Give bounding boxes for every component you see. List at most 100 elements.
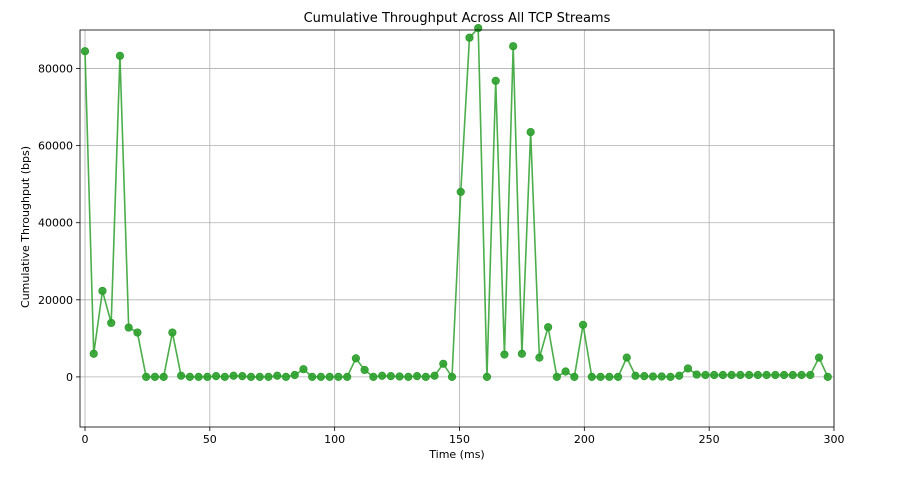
data-point: [509, 42, 518, 51]
data-point: [517, 349, 527, 358]
data-point: [98, 286, 107, 296]
data-point: [203, 372, 212, 381]
data-point: [683, 364, 693, 373]
y-tick-label: 40000: [38, 217, 73, 230]
data-point: [806, 370, 815, 380]
data-point: [814, 353, 824, 362]
data-point: [465, 33, 474, 42]
data-point: [570, 372, 579, 381]
y-tick-label: 20000: [38, 294, 73, 307]
data-point: [124, 323, 133, 332]
x-tick-label: 150: [449, 433, 470, 446]
data-point: [474, 23, 483, 33]
data-point: [482, 372, 492, 381]
data-point: [220, 372, 229, 381]
data-point: [360, 365, 369, 375]
data-point: [535, 353, 544, 362]
data-point: [80, 47, 90, 56]
data-point: [745, 370, 754, 380]
data-point: [491, 76, 500, 85]
data-point: [430, 371, 439, 380]
y-tick-label: 80000: [38, 63, 73, 76]
data-point: [89, 349, 98, 358]
series-line: [84, 26, 829, 380]
data-point: [168, 328, 177, 337]
data-point: [823, 372, 832, 381]
data-point: [578, 320, 588, 329]
data-point: [343, 372, 352, 381]
axis-ticks: 0 50 100 150 200 250 300 0 20000 40000 60000 80000: [38, 63, 845, 446]
data-point: [185, 372, 194, 381]
data-point: [587, 372, 596, 381]
data-point: [115, 51, 125, 60]
data-point: [377, 371, 387, 380]
data-point: [386, 372, 395, 381]
data-point: [447, 372, 457, 381]
data-point: [779, 370, 789, 380]
x-tick-label: 100: [324, 433, 345, 446]
x-tick-label: 200: [574, 433, 595, 446]
data-point: [238, 372, 247, 381]
data-series: [80, 23, 832, 381]
data-point: [316, 372, 326, 381]
data-point: [605, 372, 614, 381]
data-point: [710, 370, 719, 380]
data-point: [412, 372, 422, 381]
data-point: [439, 359, 448, 368]
y-tick-label: 60000: [38, 140, 73, 153]
data-point: [596, 372, 605, 381]
chart-title: Cumulative Throughput Across All TCP Str…: [304, 11, 611, 26]
y-axis-label: Cumulative Throughput (bps): [19, 146, 32, 308]
x-tick-label: 50: [203, 433, 217, 446]
data-point: [648, 372, 658, 381]
data-point: [613, 372, 623, 381]
data-point: [736, 370, 745, 380]
data-point: [797, 370, 806, 380]
data-point: [631, 371, 640, 380]
data-point: [675, 371, 684, 380]
data-point: [622, 353, 631, 362]
x-tick-label: 300: [824, 433, 845, 446]
x-axis-label: Time (ms): [428, 448, 484, 461]
data-point: [753, 370, 762, 380]
data-point: [500, 350, 509, 359]
x-tick-label: 250: [699, 433, 720, 446]
data-point: [762, 370, 771, 380]
data-point: [771, 370, 780, 380]
grid-lines: [80, 30, 835, 427]
data-point: [552, 372, 561, 381]
data-point: [404, 372, 413, 381]
y-tick-label: 0: [66, 371, 73, 384]
data-point: [657, 372, 666, 381]
data-point: [255, 372, 264, 381]
data-point: [159, 372, 168, 381]
data-point: [640, 372, 649, 381]
data-point: [229, 371, 238, 380]
data-point: [133, 328, 142, 337]
data-point: [150, 372, 160, 381]
plot-frame: [79, 29, 835, 428]
data-point: [211, 372, 221, 381]
data-point: [666, 372, 675, 381]
data-point: [526, 128, 535, 137]
data-point: [421, 372, 430, 381]
data-point: [107, 318, 116, 328]
data-point: [395, 372, 404, 381]
data-point: [299, 365, 308, 374]
data-point: [351, 354, 360, 363]
data-point: [456, 187, 465, 196]
data-point: [281, 372, 291, 381]
data-point: [290, 370, 299, 380]
data-point: [325, 372, 334, 381]
data-point: [718, 370, 727, 380]
data-point: [334, 372, 343, 381]
data-point: [369, 372, 378, 381]
data-point: [194, 372, 203, 381]
data-point: [142, 372, 151, 381]
x-tick-label: 0: [81, 433, 88, 446]
data-point: [727, 370, 736, 380]
data-point: [264, 372, 273, 381]
data-point: [544, 323, 553, 332]
data-point: [561, 367, 570, 376]
